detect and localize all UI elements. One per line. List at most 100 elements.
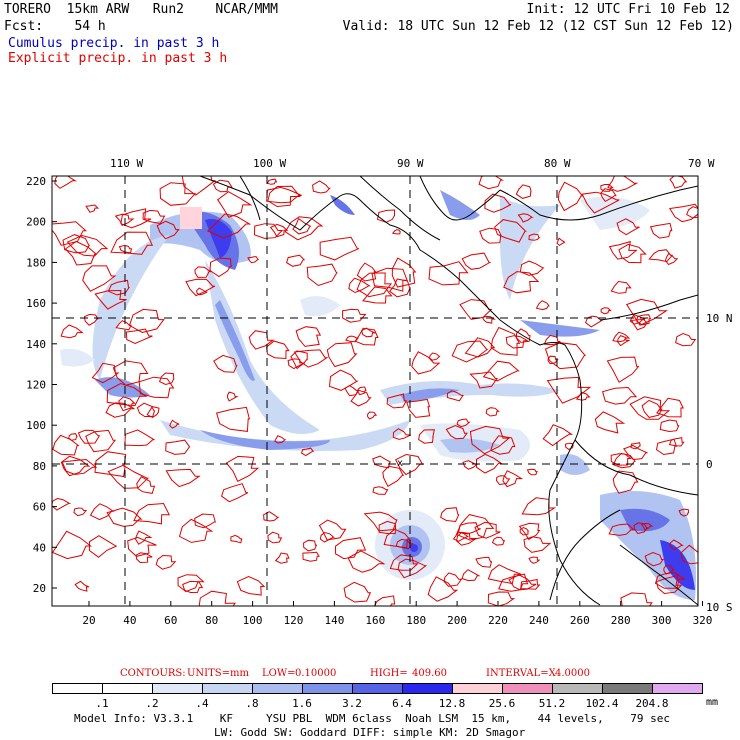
contour-line <box>52 497 72 511</box>
contour-line <box>607 176 639 192</box>
contour-line <box>110 231 154 255</box>
y-tick-label: 80 <box>33 460 46 473</box>
contour-line <box>446 390 464 402</box>
contour-line <box>290 350 308 370</box>
x-tick-label: 140 <box>324 614 344 627</box>
contour-line <box>490 435 516 455</box>
contour-line <box>612 470 639 494</box>
contour-line <box>107 464 150 489</box>
y-tick-label: 160 <box>26 297 46 310</box>
contour-line <box>616 218 640 236</box>
contour-line <box>105 402 135 418</box>
contour-line <box>326 342 358 368</box>
contour-line <box>668 437 685 447</box>
contour-line <box>542 424 574 447</box>
contour-line <box>120 208 152 229</box>
colorbar-label: 51.2 <box>538 697 566 710</box>
colorbar-swatch <box>502 683 553 694</box>
contour-line <box>287 358 305 370</box>
contour-line <box>182 580 204 594</box>
contour-line <box>196 287 208 296</box>
contour-line <box>217 191 253 218</box>
contour-line <box>495 475 511 486</box>
contour-line <box>644 551 665 567</box>
contour-line <box>133 502 171 525</box>
x-tick-label: 100 <box>243 614 263 627</box>
contour-line <box>458 522 481 535</box>
contour-line <box>519 260 545 276</box>
x-tick-label: 60 <box>164 614 177 627</box>
contour-line <box>85 204 100 213</box>
contour-line <box>427 576 459 602</box>
contour-line <box>89 503 115 521</box>
contour-line <box>389 554 419 571</box>
contour-line <box>600 307 612 315</box>
contour-line <box>209 257 232 278</box>
contour-line <box>225 455 260 482</box>
contour-line <box>461 252 492 270</box>
colorbar-label: 1.6 <box>292 697 312 710</box>
contour-line <box>60 324 84 339</box>
colorbar-label: 12.8 <box>438 697 466 710</box>
contour-line <box>456 531 478 546</box>
contour-line <box>490 326 521 356</box>
contour-line <box>106 382 148 407</box>
contour-line <box>630 318 649 331</box>
contour-line <box>659 419 680 433</box>
y-tick-label: 60 <box>33 501 46 514</box>
contour-line <box>371 267 408 292</box>
contour-line <box>479 227 502 244</box>
contour-line <box>156 220 180 240</box>
colorbar-label: 6.4 <box>392 697 412 710</box>
legend-explicit: Explicit precip. in past 3 h <box>8 51 228 66</box>
contour-line <box>620 592 653 606</box>
contour-line <box>546 376 592 404</box>
contour-line <box>306 263 338 287</box>
forecast-hour: Fcst: 54 h <box>4 19 106 34</box>
contour-line <box>544 342 587 370</box>
contour-line <box>664 252 679 266</box>
contour-line <box>263 511 280 522</box>
contour-line <box>669 539 684 550</box>
contour-line <box>194 513 216 529</box>
contour-line <box>451 340 489 363</box>
contour-line <box>356 262 377 282</box>
x-tick-label: 40 <box>123 614 136 627</box>
contour-line <box>482 360 520 382</box>
y-tick-label: 120 <box>26 379 46 392</box>
contour-line <box>475 556 493 568</box>
x-tick-label: 20 <box>82 614 95 627</box>
contour-line <box>266 178 278 185</box>
contour-line <box>293 349 329 368</box>
contour-line <box>128 308 165 334</box>
contour-line <box>594 411 626 434</box>
contour-line <box>498 573 529 592</box>
contour-line <box>146 406 160 418</box>
contour-line <box>608 240 638 260</box>
contour-line <box>286 254 306 267</box>
contour-line <box>77 429 101 444</box>
contour-line <box>215 406 251 432</box>
contour-line <box>656 397 685 418</box>
contour-line <box>54 176 77 189</box>
contour-line <box>388 278 411 298</box>
lat-label-10n: 10 N <box>706 312 733 325</box>
contour-line <box>669 176 688 189</box>
contour-line <box>617 334 631 347</box>
contour-line <box>136 476 156 494</box>
contour-line <box>344 385 359 397</box>
contour-line <box>206 213 252 239</box>
x-tick-label: 300 <box>652 614 672 627</box>
contour-line <box>374 595 396 606</box>
contour-line <box>556 237 566 247</box>
contour-line <box>601 386 638 405</box>
contour-line <box>464 337 496 358</box>
contour-line <box>292 217 311 235</box>
contour-line <box>135 530 153 545</box>
colorbar-label: 204.8 <box>635 697 669 710</box>
lon-label-110w: 110 W <box>110 157 144 170</box>
contour-line <box>494 219 527 243</box>
x-axis: 20 40 60 80 100 120 140 160 180 200 220 240 260 280 30… <box>82 601 712 627</box>
contour-line <box>469 371 499 389</box>
